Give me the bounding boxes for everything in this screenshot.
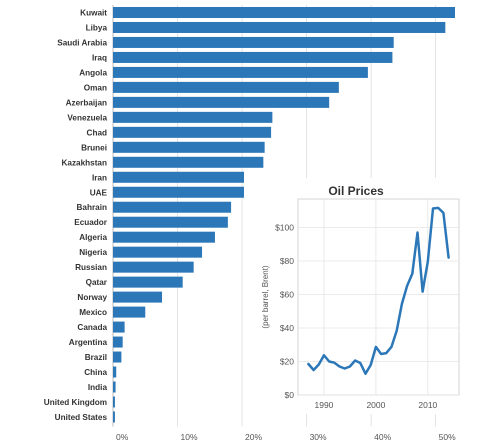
bar-21 xyxy=(113,321,125,333)
bar-2 xyxy=(113,36,394,48)
bar-4 xyxy=(113,66,368,78)
bar-category-label: China xyxy=(84,368,107,377)
bar-category-label: United States xyxy=(55,413,108,422)
bar-category-label: Russian xyxy=(75,263,107,272)
bar-25 xyxy=(113,381,116,393)
bar-category-label: United Kingdom xyxy=(44,398,107,407)
bar-category-label: Saudi Arabia xyxy=(57,38,107,47)
bar-1 xyxy=(113,21,446,33)
inset-title: Oil Prices xyxy=(328,184,384,198)
bar-17 xyxy=(113,261,194,273)
bar-category-label: Brazil xyxy=(85,353,107,362)
bar-category-label: UAE xyxy=(90,188,108,197)
bar-9 xyxy=(113,141,265,153)
bar-category-label: Argentina xyxy=(69,338,108,347)
bar-x-tick-label: 40% xyxy=(374,432,391,442)
inset-y-tick-label: $40 xyxy=(280,323,294,333)
bar-category-label: Brunei xyxy=(81,143,107,152)
bar-14 xyxy=(113,216,228,228)
bar-20 xyxy=(113,306,146,318)
bar-5 xyxy=(113,81,339,93)
inset-x-tick-label: 2000 xyxy=(366,400,385,410)
inset-x-ticks: 1990 2000 2010 xyxy=(315,400,438,410)
bar-category-label: Ecuador xyxy=(74,218,108,227)
bar-category-label: Kazakhstan xyxy=(61,158,107,167)
bar-24 xyxy=(113,366,117,378)
bar-category-label: Bahrain xyxy=(77,203,107,212)
inset-y-tick-label: $100 xyxy=(275,222,294,232)
bar-category-label: Libya xyxy=(86,23,108,32)
oil-price-line xyxy=(307,206,450,375)
bar-22 xyxy=(113,336,123,348)
bar-3 xyxy=(113,51,393,63)
bar-category-label: Iran xyxy=(92,173,107,182)
bar-18 xyxy=(113,276,183,288)
bar-11 xyxy=(113,171,244,183)
bar-category-label: Nigeria xyxy=(79,248,107,257)
bar-category-label: Norway xyxy=(77,293,107,302)
bar-13 xyxy=(113,201,232,213)
oil-prices-inset: Oil Prices $0 $20 $40 $60 $80 $100 1990 2000 20… xyxy=(253,178,463,414)
bar-category-label: Venezuela xyxy=(67,113,107,122)
bar-chart-bars xyxy=(113,6,455,423)
bar-category-label: Algeria xyxy=(79,233,107,242)
bar-x-tick-label: 50% xyxy=(439,432,456,442)
bar-16 xyxy=(113,246,203,258)
bar-x-tick-label: 10% xyxy=(181,432,198,442)
inset-x-tick-label: 1990 xyxy=(315,400,334,410)
bar-23 xyxy=(113,351,122,363)
bar-category-label: Iraq xyxy=(92,53,107,62)
inset-y-tick-label: $80 xyxy=(280,256,294,266)
bar-x-tick-label: 0% xyxy=(116,432,129,442)
bar-category-label: Angola xyxy=(79,68,107,77)
bar-0 xyxy=(113,6,455,18)
inset-x-tick-label: 2010 xyxy=(418,400,437,410)
bar-26 xyxy=(113,396,115,408)
bar-6 xyxy=(113,96,330,108)
inset-y-tick-label: $0 xyxy=(285,390,295,400)
bar-19 xyxy=(113,291,163,303)
bar-27 xyxy=(113,411,115,423)
bar-chart-x-ticks: 0% 10% 20% 30% 40% 50% xyxy=(116,432,456,442)
inset-y-tick-label: $20 xyxy=(280,356,294,366)
bar-category-label: Azerbaijan xyxy=(66,98,107,107)
bar-category-label: Qatar xyxy=(86,278,108,287)
bar-category-label: India xyxy=(88,383,108,392)
bar-x-tick-label: 30% xyxy=(310,432,327,442)
bar-category-label: Oman xyxy=(84,83,107,92)
bar-category-label: Mexico xyxy=(79,308,107,317)
inset-y-ticks: $0 $20 $40 $60 $80 $100 xyxy=(275,222,294,400)
bar-12 xyxy=(113,186,244,198)
inset-y-tick-label: $60 xyxy=(280,289,294,299)
bar-15 xyxy=(113,231,215,243)
inset-y-axis-label: (per barrel, Brent) xyxy=(261,265,270,328)
bar-10 xyxy=(113,156,264,168)
bar-x-tick-label: 20% xyxy=(245,432,262,442)
bar-chart-category-labels: Kuwait Libya Saudi Arabia Iraq Angola Oman Aze… xyxy=(44,8,108,421)
bar-7 xyxy=(113,111,273,123)
bar-category-label: Chad xyxy=(87,128,107,137)
bar-category-label: Canada xyxy=(77,323,107,332)
bar-8 xyxy=(113,126,272,138)
bar-category-label: Kuwait xyxy=(80,8,107,17)
